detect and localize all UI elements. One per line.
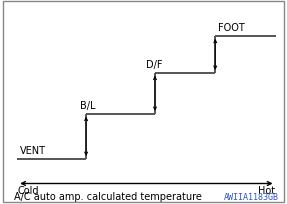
Text: Cold: Cold [17, 185, 39, 195]
Text: AWIIA1183GB: AWIIA1183GB [223, 192, 278, 201]
Text: D/F: D/F [146, 59, 163, 69]
Text: B/L: B/L [80, 100, 96, 110]
Text: FOOT: FOOT [218, 23, 245, 33]
Text: A/C auto amp. calculated temperature: A/C auto amp. calculated temperature [14, 191, 202, 201]
Text: Hot: Hot [258, 185, 276, 195]
Text: VENT: VENT [20, 145, 46, 155]
